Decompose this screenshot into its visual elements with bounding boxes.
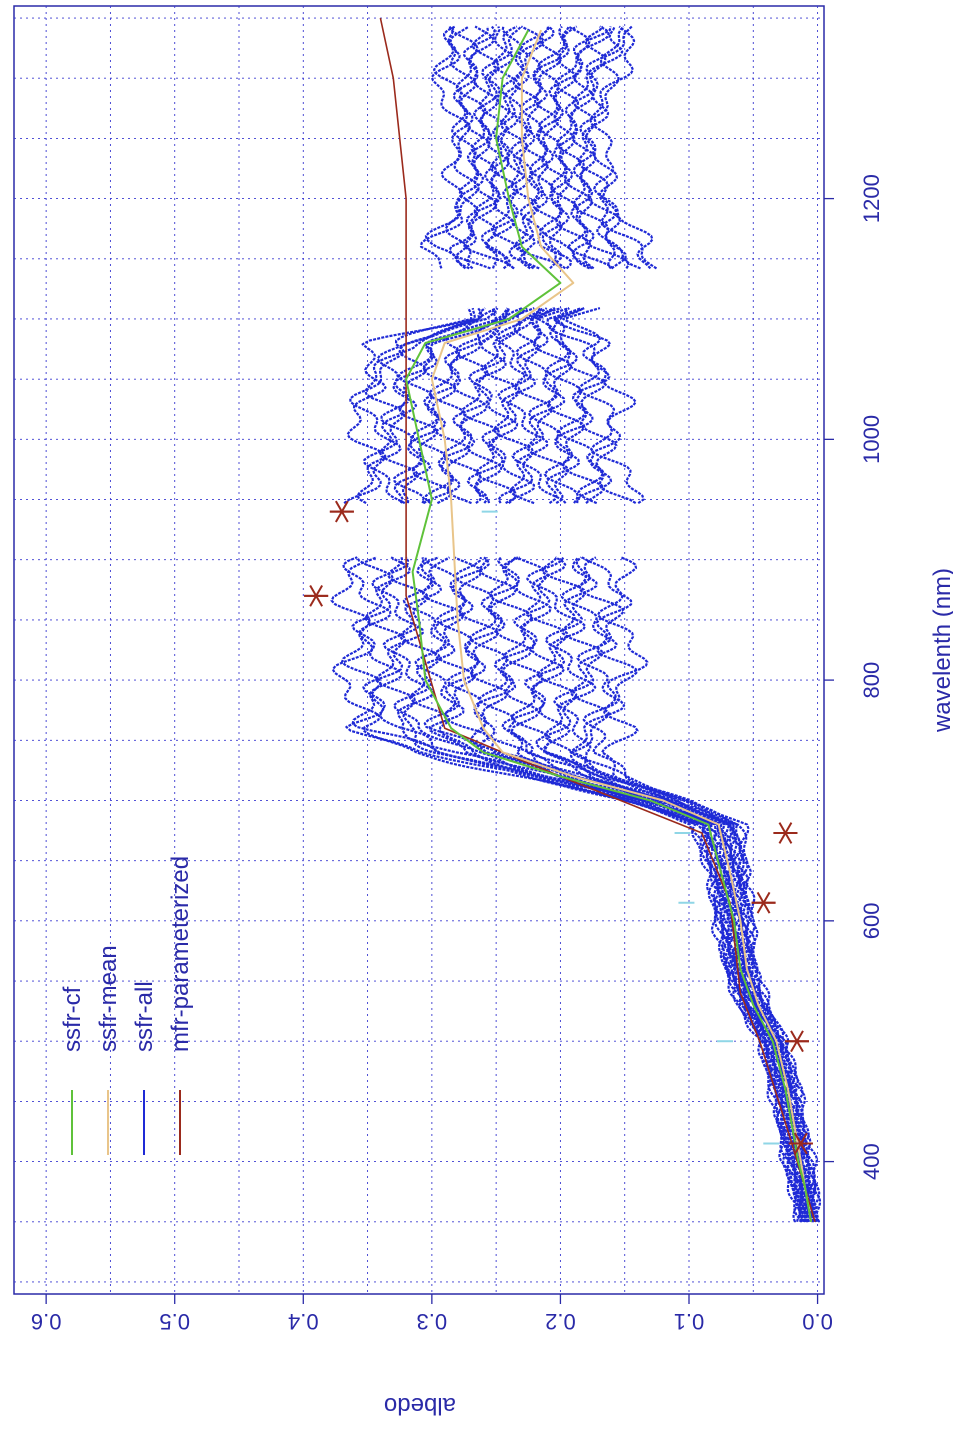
ssfr-all-line (447, 25, 814, 1223)
ssfr-all-line (454, 25, 812, 1223)
mfr-marker (788, 1132, 813, 1155)
mfr-marker (785, 1030, 809, 1053)
y-tick-label: 0.1 (674, 1309, 705, 1334)
y-tick-label: 0.4 (288, 1309, 319, 1334)
ssfr-all-band (330, 25, 821, 1223)
mfr-parameterized-line (379, 17, 816, 1223)
x-tick-label: 600 (859, 902, 884, 939)
series-lines (379, 17, 816, 1223)
grid (14, 6, 824, 1294)
y-tick-label: 0.2 (545, 1309, 576, 1334)
y-tick-label: 0.6 (31, 1309, 62, 1334)
plot-frame (13, 5, 825, 1295)
ssfr-all-line (362, 26, 803, 1223)
ssfr-all-line (414, 25, 809, 1222)
mfr-marker (304, 584, 329, 607)
mfr-marker (329, 500, 354, 523)
x-tick-label: 1000 (859, 415, 884, 464)
y-ticks: 0.0 0.1 0.2 0.3 0.4 0.5 0.6 (31, 1294, 833, 1334)
legend-label-mfr-parameterized: mfr-parameterized (167, 856, 194, 1052)
x-ticks: 400 600 800 1000 1200 (824, 174, 884, 1180)
mfr-marker (751, 891, 776, 914)
mfr-marker (773, 822, 798, 844)
legend-label-ssfr-mean: ssfr-mean (95, 945, 122, 1052)
legend-label-ssfr-cf: ssfr-cf (59, 986, 86, 1052)
legend-label-ssfr-all: ssfr-all (131, 981, 158, 1052)
y-tick-label: 0.0 (802, 1309, 833, 1334)
markers (304, 500, 813, 1155)
ssfr-all-line (546, 25, 821, 1222)
ssfr-all-line (552, 25, 821, 1223)
ssfr-all-line (467, 26, 811, 1223)
y-tick-label: 0.5 (159, 1309, 190, 1334)
x-axis-label: wavelenth (nm) (929, 568, 953, 733)
ssfr-all-line (351, 25, 800, 1223)
x-tick-label: 800 (859, 662, 884, 699)
ssfr-all-line (330, 26, 803, 1222)
y-axis-label: albedo (384, 1392, 456, 1419)
ssfr-all-line (402, 26, 806, 1222)
ssfr-cf-line (405, 29, 813, 1222)
ssfr-all-line (392, 26, 803, 1222)
x-tick-label: 400 (859, 1143, 884, 1180)
x-tick-label: 1200 (859, 174, 884, 223)
ssfr-all-line (497, 25, 816, 1222)
legend: ssfr-cf ssfr-mean ssfr-all mfr-parameter… (59, 856, 194, 1155)
ssfr-mean-line (430, 29, 813, 1222)
ssfr-all-line (382, 25, 804, 1222)
y-tick-label: 0.3 (417, 1309, 448, 1334)
